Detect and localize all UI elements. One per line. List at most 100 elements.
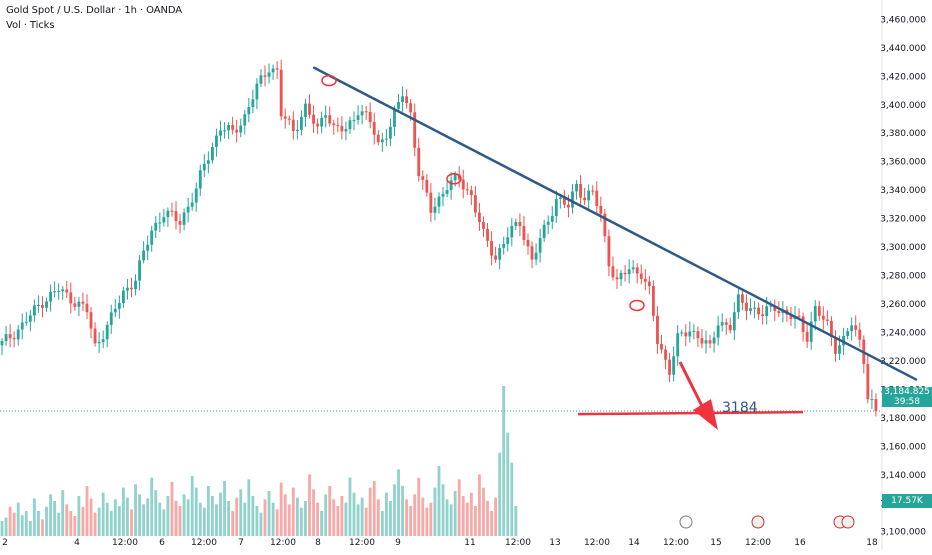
- volume-bar: [65, 504, 69, 536]
- y-tick-label: 3,140.000: [880, 471, 926, 481]
- candle-body: [198, 170, 202, 189]
- candle-body: [773, 305, 777, 312]
- candle-body: [93, 328, 97, 344]
- volume-bar: [514, 506, 518, 536]
- candle-body: [745, 302, 748, 311]
- candle-body: [49, 291, 52, 302]
- candle-body: [676, 333, 680, 357]
- candle-body: [546, 221, 550, 225]
- volume-bar: [271, 502, 275, 536]
- x-tick-label: 14: [628, 538, 640, 548]
- candle-body: [518, 221, 522, 227]
- candle-body: [154, 222, 158, 231]
- candle-body: [777, 311, 781, 313]
- x-tick-label: 11: [464, 538, 475, 548]
- volume-bar: [8, 506, 12, 536]
- volume-bar: [336, 506, 340, 536]
- volume-bar: [340, 496, 344, 536]
- y-tick-label: 3,360.000: [880, 158, 926, 168]
- candle-body: [591, 190, 595, 192]
- candle-body: [405, 96, 409, 104]
- volume-bar: [457, 479, 461, 536]
- candle-body: [692, 331, 696, 333]
- volume-bar: [291, 487, 295, 536]
- volume-bar: [413, 494, 417, 536]
- candle-body: [308, 103, 311, 115]
- dividend-marker-icon: [679, 515, 693, 529]
- candle-body: [631, 267, 635, 270]
- candle-body: [635, 267, 639, 274]
- candle-body: [16, 329, 20, 340]
- volume-bar: [239, 489, 243, 536]
- candle-body: [223, 130, 226, 132]
- candle-body: [206, 160, 210, 164]
- candle-body: [409, 103, 413, 113]
- volume-bar: [409, 506, 413, 536]
- volume-bar: [69, 511, 73, 536]
- candle-body: [28, 315, 32, 322]
- volume-bar: [449, 504, 453, 536]
- volume-bar: [441, 484, 445, 536]
- candle-body: [425, 179, 429, 193]
- candle-body: [397, 101, 400, 109]
- candle-body: [805, 331, 809, 342]
- candle-body: [372, 122, 376, 135]
- candle-body: [320, 117, 324, 127]
- volume-bar: [113, 499, 117, 536]
- volume-bar: [198, 502, 202, 536]
- volume-bar: [142, 504, 146, 536]
- candle-body: [389, 126, 392, 139]
- y-tick-label: 3,280.000: [880, 272, 926, 282]
- x-tick-label: 12:00: [663, 538, 689, 548]
- candle-body: [567, 204, 570, 208]
- candle-body: [789, 314, 793, 319]
- volume-bar: [215, 504, 218, 536]
- candle-body: [210, 146, 214, 161]
- candle-body: [8, 334, 12, 339]
- volume-bar: [312, 489, 315, 536]
- volume-bar: [93, 512, 97, 536]
- candle-body: [761, 314, 765, 317]
- volume-bar: [295, 497, 299, 536]
- volume-bar: [384, 492, 388, 536]
- volume-bar: [279, 482, 283, 536]
- candle-body: [186, 206, 190, 213]
- candle-body: [850, 325, 854, 332]
- candle-body: [651, 286, 655, 316]
- candle-body: [647, 281, 651, 287]
- candle-body: [81, 301, 85, 304]
- x-tick-label: 13: [549, 538, 560, 548]
- volume-bar: [429, 502, 433, 536]
- candle-body: [393, 108, 396, 127]
- volume-bar: [174, 501, 178, 536]
- candle-body: [599, 205, 603, 214]
- volume-bar: [154, 490, 158, 536]
- y-tick-label: 3,240.000: [880, 328, 926, 338]
- volume-bar: [348, 477, 352, 536]
- support-line: [577, 410, 804, 416]
- candle-body: [522, 226, 526, 241]
- candle-body: [514, 221, 518, 226]
- volume-bar: [210, 496, 214, 536]
- candle-body: [469, 190, 473, 196]
- candle-body: [267, 72, 271, 77]
- candle-body: [587, 190, 591, 201]
- candle-body: [117, 303, 121, 309]
- volume-bar: [364, 507, 368, 536]
- volume-bar: [251, 496, 255, 536]
- volume-bar: [37, 511, 40, 536]
- candle-body: [113, 308, 117, 313]
- candle-body: [364, 111, 368, 113]
- volume-bar: [255, 506, 259, 536]
- volume-bar: [437, 466, 441, 536]
- candle-body: [441, 193, 445, 197]
- volume-bar: [20, 515, 24, 536]
- candle-body: [312, 114, 315, 124]
- y-tick-label: 3,160.000: [880, 442, 926, 452]
- candle-body: [465, 189, 469, 191]
- candle-body: [41, 305, 44, 308]
- candle-body: [502, 243, 506, 248]
- candle-body: [295, 129, 299, 131]
